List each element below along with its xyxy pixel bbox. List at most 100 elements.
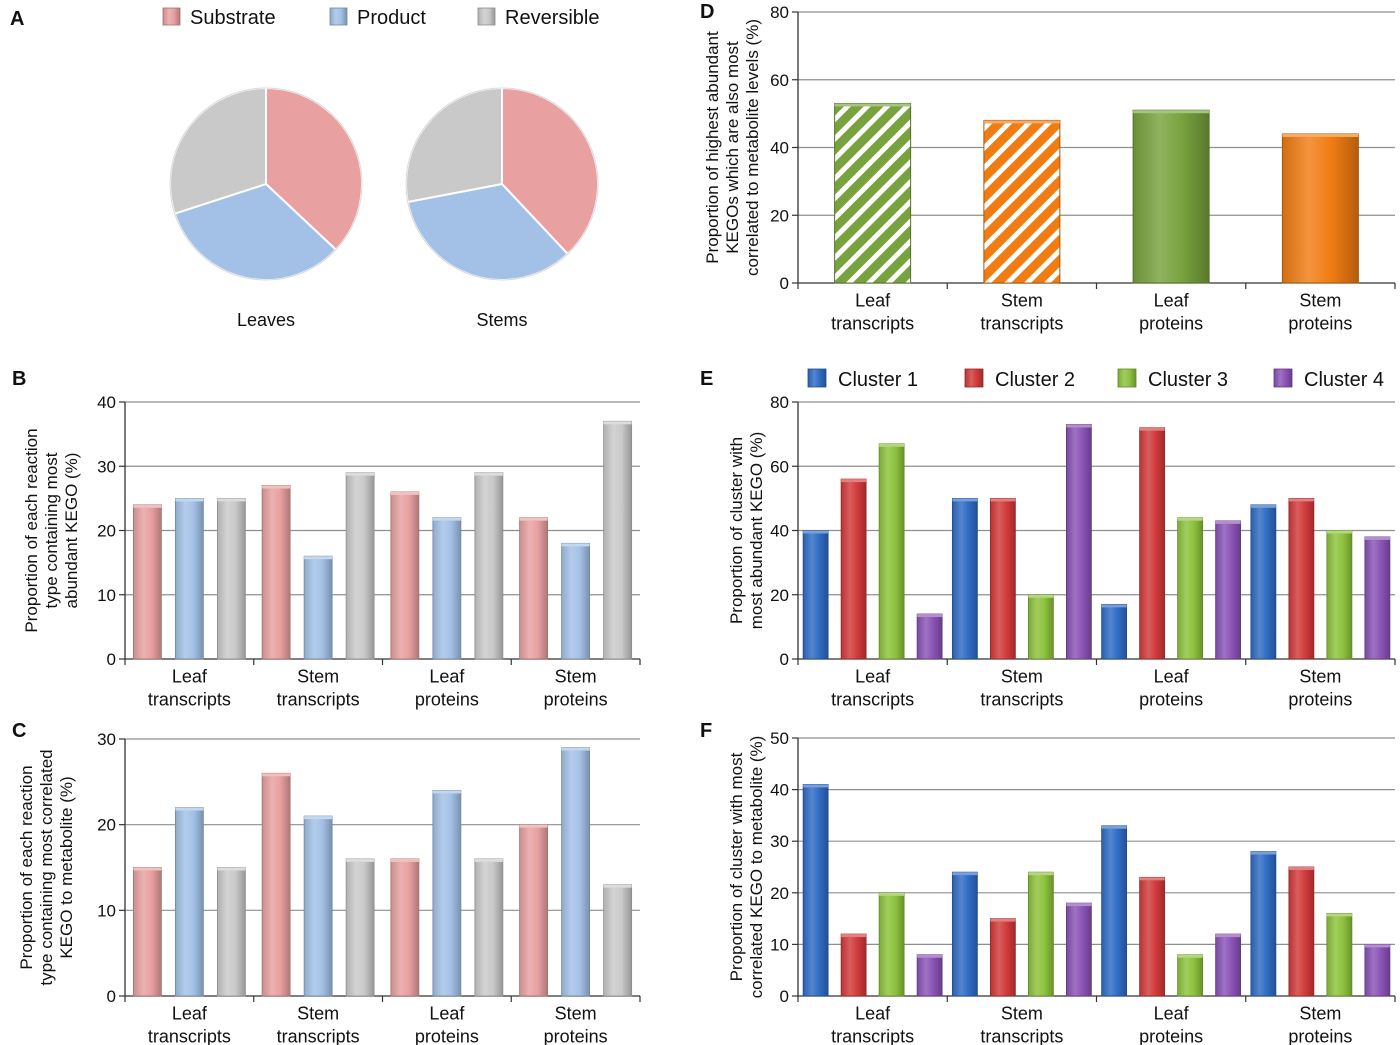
bar-top <box>841 479 867 483</box>
bar <box>989 918 1016 997</box>
panel-d: D 0 20 40 60 80 Leaf transcripts Stem transcripts… <box>700 1 1396 334</box>
x-tick-label-line: transcripts <box>980 690 1063 710</box>
x-tick-label-line: proteins <box>544 1027 608 1045</box>
bar <box>840 478 867 660</box>
bar <box>390 491 420 660</box>
legend-swatch <box>162 7 181 26</box>
bar-top <box>1282 133 1359 137</box>
pie-rim <box>405 87 599 281</box>
y-tick-label: 0 <box>780 987 789 1006</box>
bar-top <box>1028 594 1054 598</box>
y-tick-label: 10 <box>97 586 116 605</box>
bar-top <box>1288 498 1314 502</box>
y-axis-label-line: Proportion of each reaction <box>22 428 41 632</box>
y-tick-label: 60 <box>770 457 789 476</box>
panel-label-d: D <box>700 1 714 23</box>
bar-top <box>262 773 291 777</box>
bar <box>474 858 504 997</box>
bar <box>1215 520 1242 660</box>
y-axis-label-line: abundant KEGO (%) <box>62 453 81 609</box>
bar-top <box>603 421 632 425</box>
bar-top <box>917 954 943 958</box>
bar-top <box>834 103 911 107</box>
panel-label-b: B <box>12 368 26 390</box>
bar <box>1281 133 1359 284</box>
y-axis-label: Proportion of cluster with most abundant … <box>727 432 766 629</box>
x-tick-label-line: Leaf <box>1154 667 1190 687</box>
y-tick-label: 60 <box>770 71 789 90</box>
x-tick-label: Leaf transcripts <box>148 1004 231 1045</box>
panel-f: F 0 10 20 30 40 50 Leaf transcripts Stem transcrip… <box>700 720 1396 1045</box>
bar <box>603 884 633 997</box>
y-tick-label: 30 <box>97 730 116 749</box>
bar <box>951 497 978 660</box>
bar <box>1364 944 1391 997</box>
x-tick-label-line: Leaf <box>1154 291 1190 311</box>
bar-top <box>432 517 461 521</box>
y-axis-label-line: Proportion of each reaction <box>17 765 36 969</box>
bar <box>603 420 633 660</box>
y-tick-label: 30 <box>97 457 116 476</box>
bar-top <box>175 807 204 811</box>
legend-label: Substrate <box>190 7 276 29</box>
bar <box>802 784 829 997</box>
bar <box>1177 954 1204 997</box>
legend-label: Cluster 3 <box>1148 369 1228 391</box>
bar <box>1326 530 1353 660</box>
x-tick-label-line: transcripts <box>980 1027 1063 1045</box>
y-tick-label: 20 <box>770 586 789 605</box>
bar <box>989 497 1016 660</box>
x-tick-label-line: proteins <box>1288 690 1352 710</box>
bar <box>1250 504 1277 660</box>
bar-top <box>304 816 333 820</box>
bar-top <box>803 530 829 534</box>
x-tick-label-line: Leaf <box>855 291 891 311</box>
bar <box>1101 825 1128 997</box>
x-tick-label: Stem transcripts <box>277 667 360 710</box>
legend-swatch <box>477 7 496 26</box>
bar-top <box>561 747 590 751</box>
bar <box>432 790 462 997</box>
bar <box>474 472 504 660</box>
bar-top <box>879 892 905 896</box>
bar <box>1250 851 1277 997</box>
bar-top <box>1066 903 1092 907</box>
bar-top <box>983 120 1060 124</box>
x-tick-label-line: proteins <box>415 1027 479 1045</box>
bar-top <box>1326 530 1352 534</box>
y-tick-label: 30 <box>770 832 789 851</box>
bar-top <box>1177 954 1203 958</box>
bar-top <box>1101 825 1127 829</box>
bar <box>951 871 978 997</box>
bar <box>1065 424 1092 660</box>
panel-e: E Cluster 1 Cluster 2 Cluster 3 Cluster 4 0 20… <box>700 368 1396 710</box>
bar <box>519 517 549 660</box>
pie-stems <box>405 86 599 281</box>
bar-top <box>1177 517 1203 521</box>
y-axis-label-line: Proportion of cluster with most <box>727 752 746 981</box>
bar <box>345 472 375 660</box>
x-tick-label-line: Leaf <box>855 667 891 687</box>
x-tick-label-line: Leaf <box>172 1004 208 1024</box>
legend-swatch <box>329 7 348 26</box>
x-tick-label-line: transcripts <box>148 1027 231 1045</box>
legend-swatch <box>964 368 984 388</box>
bar-top <box>952 498 978 502</box>
y-axis-label: Proportion of highest abundant KEGOs whic… <box>703 19 762 276</box>
legend-label: Cluster 4 <box>1304 369 1384 391</box>
bar-top <box>841 934 867 938</box>
x-tick-label: Leaf transcripts <box>831 1004 914 1045</box>
bar-top <box>217 867 246 871</box>
bar <box>216 497 246 660</box>
y-axis-label-line: correlated to metabolite levels (%) <box>743 19 762 276</box>
x-tick-label-line: proteins <box>1139 1027 1203 1045</box>
bar-top <box>803 784 829 788</box>
x-tick-label-line: transcripts <box>148 690 231 710</box>
panel-label-c: C <box>12 720 26 742</box>
bar-top <box>1364 944 1390 948</box>
pie-label: Leaves <box>237 310 295 330</box>
bar-top <box>474 472 503 476</box>
bar <box>1364 536 1391 660</box>
legend-label: Cluster 2 <box>995 369 1075 391</box>
bar-top <box>990 498 1016 502</box>
